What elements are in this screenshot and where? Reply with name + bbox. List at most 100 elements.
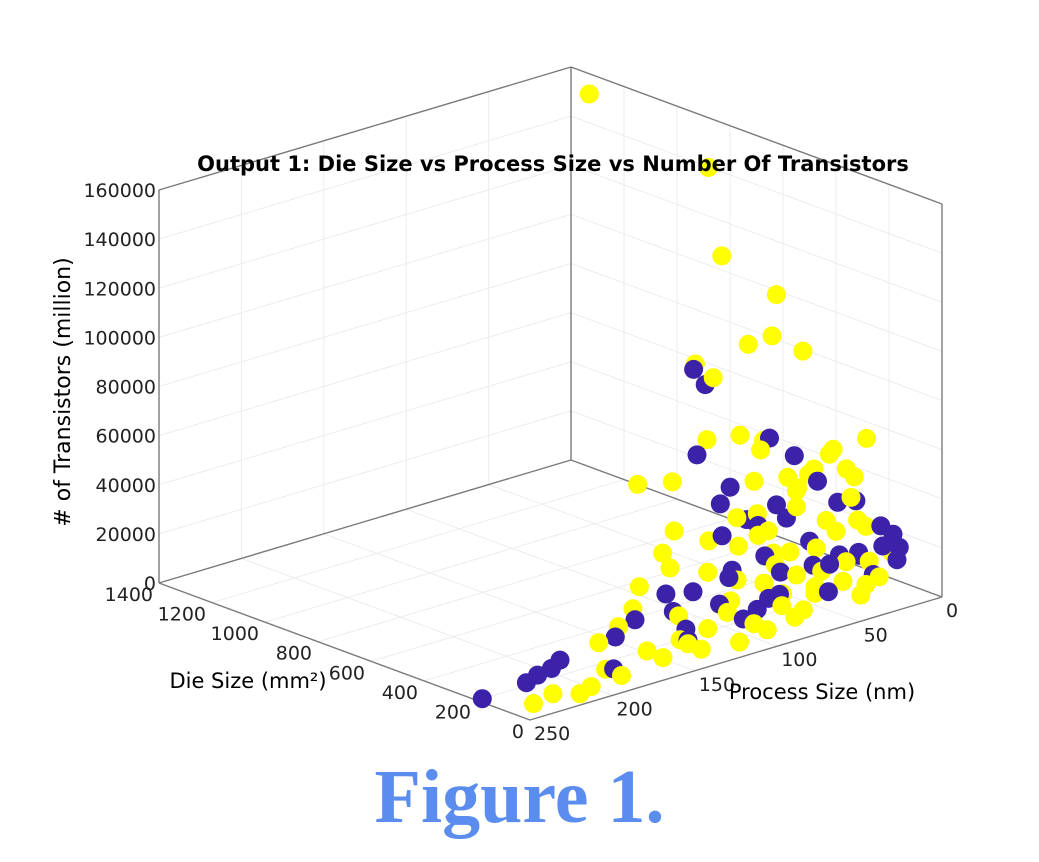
data-point-series-2 [637,641,657,661]
data-point-series-2 [728,536,748,556]
x-tick-label: 200 [616,698,652,720]
data-point-series-1 [684,359,704,379]
data-point-series-2 [787,565,807,585]
gridline-z [158,312,572,437]
data-point-series-1 [784,446,804,466]
data-point-series-2 [806,538,826,558]
data-point-series-2 [653,648,673,668]
x-tick-label: 50 [864,625,888,647]
data-point-series-2 [730,425,750,445]
data-point-series-2 [717,602,737,622]
gridline-z [570,263,943,401]
gridline-z [158,213,572,338]
data-point-series-2 [699,158,718,177]
z-tick-label: 160000 [83,180,156,202]
grid-layer [158,66,943,721]
data-point-series-2 [712,246,732,266]
data-point-series-2 [524,694,543,714]
y-axis-label: Die Size (mm²) [169,669,326,693]
x-axis-label: Process Size (nm) [729,680,915,704]
data-point-series-2 [851,585,871,605]
data-point-series-2 [698,619,718,639]
data-point-series-1 [656,584,676,604]
data-point-series-2 [836,552,856,572]
data-point-series-2 [833,571,853,591]
data-point-series-2 [762,326,782,346]
gridline-x [323,533,695,672]
data-point-series-2 [730,632,749,652]
data-point-series-2 [660,558,680,578]
gridline-z [158,115,572,240]
y-tick-label: 600 [329,662,365,684]
frame-edge [158,66,572,191]
data-point-series-2 [691,639,711,659]
data-point-series-1 [747,599,767,619]
data-point-series-1 [683,582,703,602]
gridline-x [488,484,860,623]
data-point-series-1 [820,554,840,574]
gridline-y [317,518,731,643]
data-point-series-2 [758,521,778,541]
data-point-series-2 [628,474,648,494]
data-point-series-2 [589,633,609,653]
z-tick-label: 140000 [83,229,156,251]
data-point-series-1 [887,550,907,570]
x-tick-label: 150 [699,674,735,696]
data-point-series-1 [687,445,707,465]
y-tick-label: 1200 [158,604,206,626]
y-tick-label: 800 [276,643,312,665]
data-point-series-2 [788,478,808,498]
data-point-series-1 [719,568,739,588]
z-tick-label: 80000 [96,377,156,399]
data-point-series-2 [751,440,771,460]
data-point-series-1 [625,610,645,630]
gridline-z [570,361,943,500]
data-point-series-2 [744,471,764,491]
data-point-series-1 [712,526,732,546]
figure-caption: Figure 1. [374,755,665,839]
z-tick-label: 60000 [96,426,156,448]
data-point-series-2 [543,684,563,704]
z-tick-label: 20000 [96,524,156,546]
x-axis-line [529,596,943,721]
data-point-series-1 [770,562,790,582]
z-tick-label: 40000 [96,475,156,497]
data-point-series-1 [605,627,625,647]
data-point-series-1 [472,689,492,709]
data-point-series-1 [767,495,786,515]
data-point-series-2 [570,684,590,704]
gridline-z [570,164,943,303]
data-point-series-2 [703,368,723,388]
data-point-series-2 [754,573,774,593]
gridline-y [211,479,625,604]
x-tick-label: 100 [781,649,817,671]
data-point-series-2 [662,472,682,492]
data-point-series-2 [841,487,861,507]
tick-labels: 0 20000 40000 60000 80000 100000 120000 140000 1… [83,180,958,745]
data-point-series-2 [844,467,864,487]
data-point-series-2 [857,428,876,448]
z-tick-label: 100000 [83,327,156,349]
data-point-series-2 [612,666,631,685]
points-layer [472,84,909,714]
data-point-series-2 [697,430,717,450]
gridline-z [158,164,572,289]
frame-edge [570,66,943,205]
data-point-series-2 [780,542,800,562]
x-tick-label: 0 [946,600,958,622]
y-tick-label: 200 [435,701,471,723]
data-point-series-2 [856,516,876,536]
frame-edge [158,459,572,584]
data-point-series-2 [757,620,777,640]
data-point-series-2 [579,84,599,104]
gridline-z [570,115,943,254]
data-point-series-2 [785,607,805,627]
y-tick-label: 1000 [211,623,259,645]
z-tick-label: 120000 [83,278,156,300]
y-tick-label: 0 [512,721,524,743]
data-point-series-2 [786,497,806,517]
data-point-series-2 [653,543,673,563]
data-point-series-2 [738,334,758,354]
x-tick-label: 250 [534,723,570,745]
